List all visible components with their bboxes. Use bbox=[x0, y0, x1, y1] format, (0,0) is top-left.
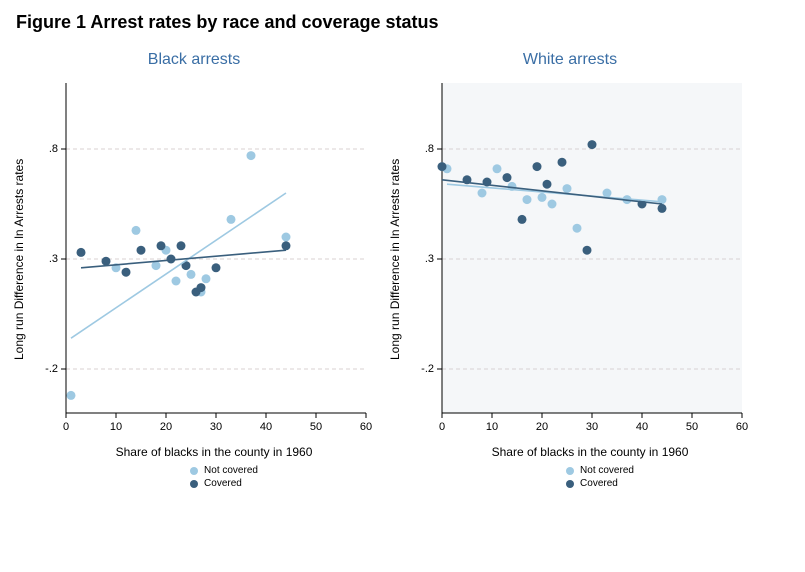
legend-swatch-icon bbox=[190, 467, 198, 475]
panel-white: White arrests Long run Difference in ln A… bbox=[388, 51, 752, 489]
data-point-not_covered bbox=[478, 189, 487, 198]
x-tick-label: 50 bbox=[310, 421, 322, 433]
y-tick-label: .3 bbox=[425, 253, 434, 265]
legend-swatch-icon bbox=[190, 480, 198, 488]
x-tick-label: 60 bbox=[360, 421, 372, 433]
data-point-covered bbox=[503, 173, 512, 182]
x-tick-label: 40 bbox=[260, 421, 272, 433]
y-tick-label: .3 bbox=[49, 253, 58, 265]
y-tick-label: -.2 bbox=[45, 363, 58, 375]
data-point-not_covered bbox=[172, 277, 181, 286]
x-tick-label: 60 bbox=[736, 421, 748, 433]
data-point-not_covered bbox=[658, 195, 667, 204]
legend-label: Not covered bbox=[580, 465, 634, 476]
x-tick-label: 10 bbox=[486, 421, 498, 433]
y-tick-label: .8 bbox=[49, 143, 58, 155]
data-point-not_covered bbox=[548, 200, 557, 209]
data-point-not_covered bbox=[187, 270, 196, 279]
x-tick-label: 0 bbox=[439, 421, 445, 433]
x-tick-label: 20 bbox=[160, 421, 172, 433]
chart-white: 0 10 20 30 40 50 60 -.2 .3 .8 bbox=[402, 77, 752, 441]
data-point-covered bbox=[583, 246, 592, 255]
plot-background bbox=[66, 83, 366, 413]
panel-title-white: White arrests bbox=[523, 51, 617, 69]
data-point-covered bbox=[77, 248, 86, 257]
y-tick-label: .8 bbox=[425, 143, 434, 155]
data-point-not_covered bbox=[523, 195, 532, 204]
data-point-not_covered bbox=[132, 226, 141, 235]
data-point-not_covered bbox=[202, 274, 211, 283]
data-point-not_covered bbox=[573, 224, 582, 233]
legend-label: Covered bbox=[580, 478, 618, 489]
data-point-covered bbox=[518, 215, 527, 224]
y-axis-label: Long run Difference in ln Arrests rates bbox=[388, 77, 402, 441]
x-axis-label: Share of blacks in the county in 1960 bbox=[19, 445, 369, 459]
data-point-not_covered bbox=[227, 215, 236, 224]
x-axis-label: Share of blacks in the county in 1960 bbox=[395, 445, 745, 459]
data-point-not_covered bbox=[152, 261, 161, 270]
legend-label: Not covered bbox=[204, 465, 258, 476]
plot-wrap-black: Long run Difference in ln Arrests rates0… bbox=[12, 77, 376, 441]
data-point-covered bbox=[197, 283, 206, 292]
plot-background bbox=[442, 83, 742, 413]
panels-container: Black arrests Long run Difference in ln A… bbox=[12, 51, 793, 489]
data-point-covered bbox=[533, 162, 542, 171]
figure-title-rest: Arrest rates by race and coverage status bbox=[86, 12, 439, 32]
legend: Not covered Covered bbox=[506, 465, 634, 489]
data-point-covered bbox=[137, 246, 146, 255]
x-tick-label: 30 bbox=[210, 421, 222, 433]
legend-item: Not covered bbox=[190, 465, 258, 476]
data-point-not_covered bbox=[538, 193, 547, 202]
figure-title: Figure 1 Arrest rates by race and covera… bbox=[16, 12, 793, 33]
data-point-covered bbox=[177, 241, 186, 250]
data-point-covered bbox=[157, 241, 166, 250]
data-point-not_covered bbox=[67, 391, 76, 400]
figure-title-prefix: Figure 1 bbox=[16, 12, 86, 32]
data-point-covered bbox=[658, 204, 667, 213]
data-point-not_covered bbox=[282, 233, 291, 242]
data-point-covered bbox=[282, 241, 291, 250]
legend-item: Covered bbox=[566, 478, 618, 489]
panel-black: Black arrests Long run Difference in ln A… bbox=[12, 51, 376, 489]
data-point-covered bbox=[558, 158, 567, 167]
legend-item: Not covered bbox=[566, 465, 634, 476]
data-point-not_covered bbox=[563, 184, 572, 193]
y-axis-label: Long run Difference in ln Arrests rates bbox=[12, 77, 26, 441]
legend-swatch-icon bbox=[566, 467, 574, 475]
data-point-covered bbox=[543, 180, 552, 189]
plot-wrap-white: Long run Difference in ln Arrests rates0… bbox=[388, 77, 752, 441]
data-point-covered bbox=[588, 140, 597, 149]
legend: Not covered Covered bbox=[130, 465, 258, 489]
legend-swatch-icon bbox=[566, 480, 574, 488]
data-point-covered bbox=[122, 268, 131, 277]
data-point-not_covered bbox=[493, 164, 502, 173]
legend-label: Covered bbox=[204, 478, 242, 489]
x-tick-label: 40 bbox=[636, 421, 648, 433]
data-point-covered bbox=[438, 162, 447, 171]
x-tick-label: 20 bbox=[536, 421, 548, 433]
x-tick-label: 0 bbox=[63, 421, 69, 433]
y-tick-label: -.2 bbox=[421, 363, 434, 375]
legend-item: Covered bbox=[190, 478, 242, 489]
x-tick-label: 50 bbox=[686, 421, 698, 433]
x-tick-label: 10 bbox=[110, 421, 122, 433]
data-point-not_covered bbox=[603, 189, 612, 198]
x-tick-label: 30 bbox=[586, 421, 598, 433]
data-point-covered bbox=[212, 263, 221, 272]
data-point-not_covered bbox=[247, 151, 256, 160]
panel-title-black: Black arrests bbox=[148, 51, 240, 69]
chart-black: 0 10 20 30 40 50 60 -.2 .3 .8 bbox=[26, 77, 376, 441]
data-point-covered bbox=[102, 257, 111, 266]
